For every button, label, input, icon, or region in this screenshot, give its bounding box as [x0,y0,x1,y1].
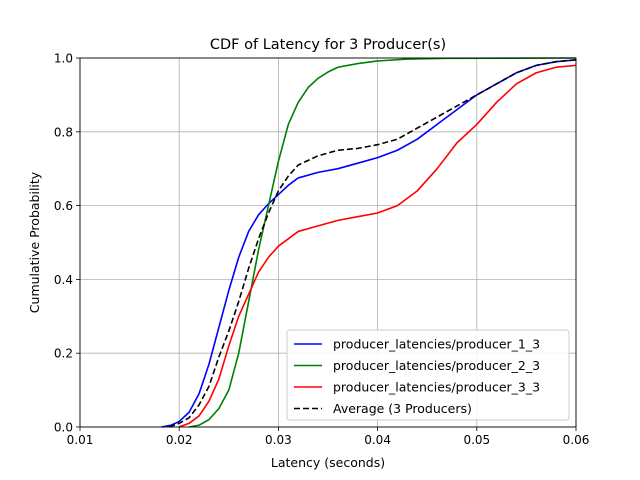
y-tick-label: 0.4 [54,273,73,287]
y-tick-label: 0.0 [54,421,73,435]
x-axis-label: Latency (seconds) [271,455,385,470]
legend-label-3: producer_latencies/producer_3_3 [333,380,540,395]
x-tick-label: 0.04 [364,433,391,447]
legend-label-1: producer_latencies/producer_1_3 [333,337,540,352]
x-tick-label: 0.06 [563,433,590,447]
y-tick-label: 1.0 [54,52,73,66]
legend: producer_latencies/producer_1_3 producer_… [286,329,570,421]
grid-lines [79,57,577,428]
y-tick-label: 0.8 [54,125,73,139]
series-line-3 [178,64,577,428]
y-axis-label: Cumulative Probability [27,171,42,313]
chart-title: CDF of Latency for 3 Producer(s) [210,37,446,53]
axis-ticks: 0.01 0.02 0.03 0.04 0.05 0.06 0.0 0.2 0.4 0.6 0.8 1… [54,52,589,448]
x-tick-label: 0.02 [166,433,193,447]
x-tick-label: 0.03 [265,433,292,447]
y-tick-label: 0.2 [54,347,73,361]
x-tick-label: 0.01 [67,433,94,447]
series-line-4 [169,59,577,428]
y-tick-label: 0.6 [54,199,73,213]
legend-label-4: Average (3 Producers) [333,401,472,416]
plot-frame [79,57,577,428]
x-tick-label: 0.05 [463,433,490,447]
legend-box [286,329,570,421]
legend-label-2: producer_latencies/producer_2_3 [333,358,540,373]
series-line-1 [161,59,577,428]
series-layer [161,57,577,428]
series-line-2 [188,57,577,428]
